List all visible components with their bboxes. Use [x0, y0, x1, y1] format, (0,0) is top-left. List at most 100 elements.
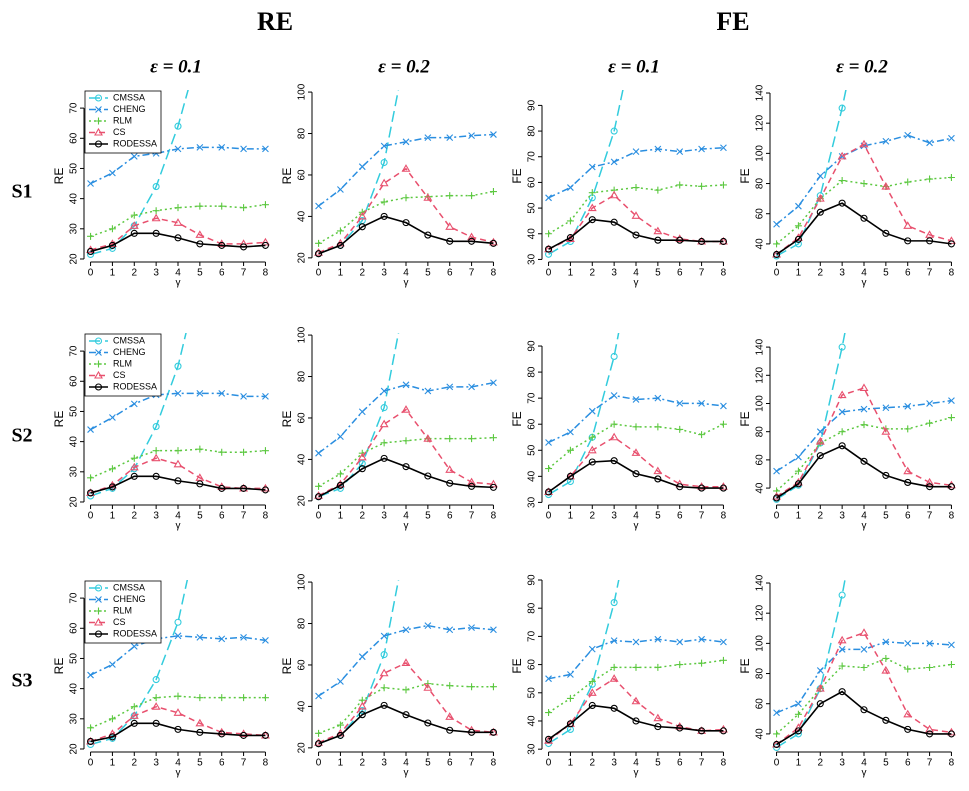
marker — [446, 383, 454, 391]
marker — [446, 479, 454, 487]
marker — [609, 190, 619, 199]
marker — [632, 148, 640, 156]
legend-label: RODESSA — [113, 138, 157, 148]
marker — [336, 731, 344, 739]
x-tick-label: 2 — [359, 511, 365, 522]
marker — [904, 725, 912, 733]
x-tick-label: 0 — [546, 268, 552, 279]
marker — [337, 186, 344, 193]
y-tick-label: 120 — [755, 114, 766, 131]
x-tick-label: 4 — [861, 758, 867, 769]
x-tick-label: 7 — [699, 511, 705, 522]
x-axis-label: γ — [404, 278, 409, 289]
x-tick-label: 7 — [241, 758, 247, 769]
marker — [948, 134, 955, 142]
x-tick-label: 4 — [633, 268, 639, 279]
series-line — [318, 90, 400, 255]
marker — [794, 710, 802, 718]
marker — [468, 683, 476, 691]
y-tick-label: 40 — [297, 210, 308, 222]
marker — [545, 675, 552, 683]
marker — [631, 448, 641, 456]
y-tick-label: 20 — [69, 496, 80, 508]
marker — [490, 626, 497, 634]
legend-label: CMSSA — [113, 335, 145, 345]
marker — [468, 435, 476, 443]
marker — [218, 694, 226, 702]
marker — [358, 223, 366, 231]
marker — [402, 381, 410, 389]
series-line — [90, 217, 266, 251]
x-tick-label: 8 — [263, 268, 269, 279]
marker — [567, 671, 574, 678]
marker — [468, 383, 475, 391]
marker — [860, 457, 868, 465]
legend-label: RLM — [113, 358, 132, 368]
marker — [654, 186, 662, 194]
marker — [152, 422, 160, 431]
marker — [926, 419, 934, 427]
group-title: RE — [257, 7, 293, 36]
marker — [838, 428, 846, 436]
marker — [196, 240, 204, 248]
marker — [262, 145, 269, 153]
x-tick-label: 0 — [546, 758, 552, 769]
marker — [610, 158, 618, 166]
y-tick-label: 100 — [755, 635, 766, 652]
y-tick-label: 120 — [755, 367, 766, 384]
marker — [446, 682, 454, 690]
marker — [240, 484, 248, 492]
marker — [468, 192, 476, 200]
y-tick-label: 100 — [755, 395, 766, 412]
marker — [380, 158, 388, 167]
marker — [424, 472, 432, 480]
marker — [566, 472, 574, 480]
marker — [773, 740, 781, 749]
marker — [174, 389, 182, 397]
marker — [152, 183, 160, 191]
legend-label: CS — [113, 370, 126, 380]
marker — [424, 622, 432, 629]
marker — [218, 448, 226, 456]
x-tick-label: 1 — [338, 758, 344, 769]
marker — [904, 478, 912, 486]
marker — [379, 668, 389, 677]
marker — [816, 172, 824, 180]
marker — [402, 219, 410, 227]
y-tick-label: 140 — [755, 574, 766, 591]
marker — [926, 400, 933, 407]
y-tick-label: 70 — [527, 392, 538, 404]
x-tick-label: 6 — [447, 268, 453, 279]
marker — [87, 426, 94, 433]
marker — [87, 247, 95, 255]
marker — [445, 222, 455, 230]
x-tick-label: 6 — [905, 268, 911, 279]
marker — [196, 633, 204, 641]
marker — [109, 661, 116, 668]
marker — [130, 472, 138, 480]
marker — [610, 127, 618, 135]
legend-label: CMSSA — [113, 582, 145, 592]
y-axis-label: RE — [52, 168, 66, 185]
legend-marker — [94, 140, 103, 148]
marker — [904, 178, 912, 186]
x-tick-label: 4 — [175, 511, 181, 522]
marker — [794, 235, 802, 243]
x-tick-label: 7 — [927, 758, 933, 769]
x-tick-label: 8 — [263, 758, 269, 769]
y-tick-label: 40 — [527, 228, 538, 240]
marker — [926, 664, 934, 672]
marker — [467, 477, 477, 486]
x-tick-label: 5 — [425, 268, 431, 279]
x-tick-label: 5 — [655, 758, 661, 769]
marker — [402, 437, 410, 445]
x-tick-label: 8 — [491, 758, 497, 769]
marker — [357, 701, 367, 710]
marker — [152, 447, 160, 455]
marker — [654, 423, 662, 431]
x-tick-label: 2 — [817, 511, 823, 522]
marker — [861, 231, 867, 237]
y-tick-label: 70 — [527, 151, 538, 163]
series-line — [318, 661, 494, 744]
